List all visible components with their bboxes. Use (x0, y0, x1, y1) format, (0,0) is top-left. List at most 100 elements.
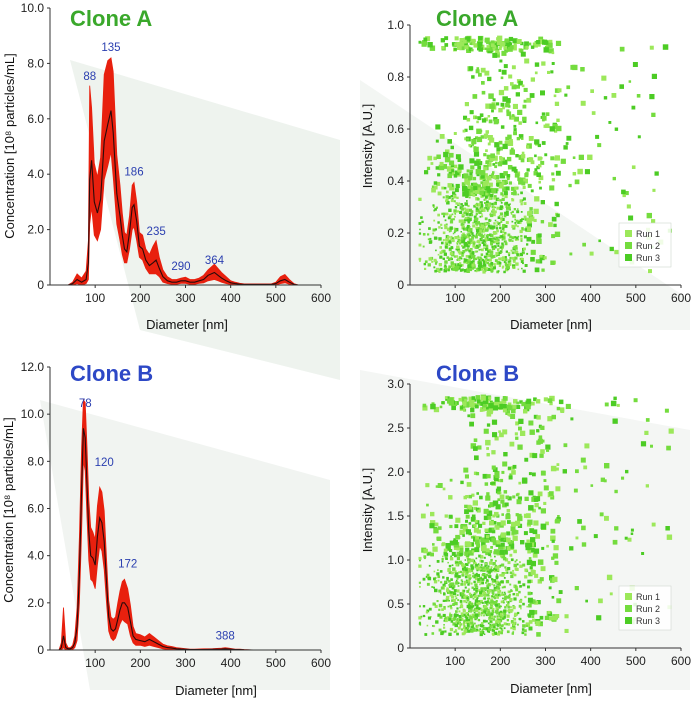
clone-b-intensity-point (427, 576, 432, 581)
clone-b-intensity-scatter: Clone B 100 200 300 400 500 60000.51.01.52.02… (360, 361, 691, 696)
clone-b-intensity-point (512, 464, 517, 469)
clone-a-intensity-point (480, 207, 484, 211)
clone-b-intensity-point (478, 554, 482, 558)
clone-a-intensity-point (447, 173, 452, 179)
clone-b-intensity-point (457, 599, 460, 601)
clone-a-intensity-point (473, 43, 478, 48)
clone-b-intensity-point (444, 514, 448, 518)
clone-b-intensity-point (454, 595, 457, 598)
clone-a-intensity-point (516, 210, 520, 214)
clone-b-size-peak-label: 172 (118, 558, 137, 570)
clone-a-intensity-point (446, 201, 450, 205)
clone-a-intensity-point (427, 238, 430, 241)
clone-b-intensity-point (487, 565, 490, 568)
clone-a-intensity-point (560, 158, 566, 164)
clone-b-intensity-point (476, 624, 479, 628)
clone-b-intensity-point (537, 491, 543, 497)
clone-a-intensity-point (511, 210, 514, 213)
clone-a-intensity-point (547, 42, 553, 48)
clone-b-intensity-point (503, 585, 506, 589)
clone-a-intensity-point (477, 227, 480, 229)
clone-a-intensity-point (492, 213, 496, 217)
clone-a-intensity-point (476, 207, 478, 209)
clone-a-intensity-point (482, 270, 486, 274)
clone-b-intensity-point (486, 580, 489, 583)
clone-b-intensity-point (433, 406, 440, 413)
clone-b-intensity-point (486, 423, 491, 427)
clone-a-intensity-point (499, 246, 502, 249)
clone-b-intensity-point (545, 444, 551, 450)
clone-b-intensity-point (529, 609, 535, 616)
clone-a-intensity-point (501, 69, 507, 75)
clone-a-intensity-point (501, 217, 505, 221)
clone-a-intensity-point (513, 245, 517, 249)
clone-a-intensity-point (464, 45, 469, 50)
clone-a-intensity-point (522, 218, 525, 221)
clone-a-intensity-point (476, 250, 479, 253)
clone-b-intensity-point (444, 630, 447, 633)
clone-a-intensity-point (502, 256, 505, 260)
clone-a-intensity-point (448, 247, 451, 250)
clone-b-intensity-point (426, 552, 430, 556)
clone-a-intensity-point (520, 203, 523, 206)
clone-a-intensity-point (452, 232, 455, 235)
clone-b-intensity-point (481, 625, 484, 628)
clone-a-intensity-point (497, 236, 500, 239)
clone-a-intensity-point (476, 267, 480, 272)
clone-a-intensity-point (513, 169, 518, 173)
clone-a-intensity-point (467, 185, 472, 189)
clone-b-intensity-point (523, 409, 528, 414)
clone-b-intensity-point (500, 542, 505, 547)
clone-b-intensity-point (512, 623, 516, 627)
clone-b-intensity-point (492, 500, 499, 506)
clone-b-intensity-x-tick-label: 300 (535, 654, 555, 668)
clone-a-intensity-point (472, 260, 475, 263)
clone-a-intensity-point (466, 226, 470, 231)
clone-b-intensity-point (500, 600, 504, 604)
clone-a-intensity-point (507, 233, 511, 237)
clone-a-intensity-point (423, 37, 428, 42)
clone-b-intensity-point (446, 589, 450, 593)
clone-a-intensity-point (486, 41, 489, 45)
clone-a-intensity-point (556, 118, 560, 122)
clone-b-intensity-point (476, 569, 479, 572)
clone-a-intensity-point (453, 227, 456, 230)
clone-b-intensity-point (422, 605, 426, 608)
clone-b-intensity-point (598, 598, 603, 604)
clone-b-intensity-point (556, 406, 561, 411)
clone-b-intensity-point (450, 582, 454, 586)
clone-b-intensity-point (487, 610, 491, 614)
clone-a-intensity-point (479, 215, 482, 218)
clone-a-intensity-point (512, 226, 516, 230)
clone-a-intensity-point (538, 259, 543, 264)
clone-b-intensity-point (461, 396, 467, 402)
clone-a-intensity-point (455, 248, 458, 251)
clone-b-intensity-point (489, 623, 492, 626)
clone-a-intensity-point (496, 40, 502, 46)
clone-b-intensity-point (459, 604, 464, 609)
clone-a-intensity-point (444, 245, 448, 248)
clone-a-intensity-point (530, 257, 535, 262)
clone-b-intensity-point (520, 540, 525, 545)
clone-b-intensity-point (455, 534, 460, 540)
clone-b-intensity-point (455, 610, 458, 613)
clone-a-intensity-point (480, 170, 486, 176)
clone-a-intensity-point (475, 169, 481, 175)
clone-a-intensity-point (487, 222, 490, 225)
clone-a-intensity-point (498, 108, 503, 113)
clone-b-intensity-point (493, 625, 496, 629)
clone-a-intensity-point (483, 207, 486, 209)
clone-b-intensity-point (470, 569, 474, 572)
clone-a-intensity-point (470, 228, 473, 231)
clone-b-intensity-point (437, 569, 439, 571)
clone-a-intensity-point (563, 145, 568, 150)
clone-a-intensity-point (543, 47, 548, 52)
clone-b-intensity-point (604, 515, 609, 521)
clone-b-intensity-point (478, 523, 483, 528)
clone-b-intensity-point (485, 495, 491, 501)
clone-a-intensity-point (468, 144, 471, 147)
clone-b-intensity-point (456, 632, 459, 636)
clone-a-intensity-point (454, 43, 457, 46)
clone-a-intensity-point (439, 255, 443, 259)
clone-b-intensity-point (491, 401, 497, 408)
